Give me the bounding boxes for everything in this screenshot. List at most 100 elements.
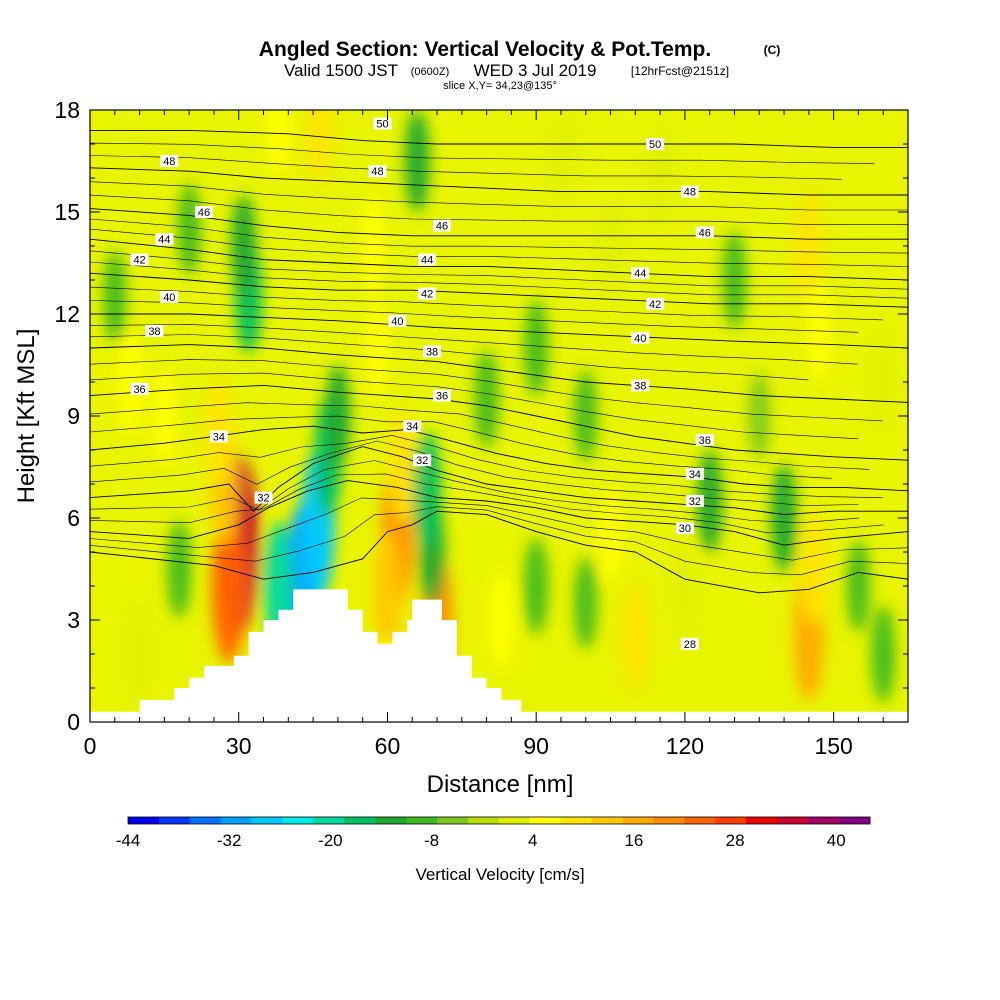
colorbar-swatch: [684, 817, 716, 824]
isentrope-line-minor: [90, 372, 859, 440]
velocity-cell: [103, 251, 127, 343]
velocity-cell: [722, 231, 747, 329]
isentrope-line: [90, 480, 908, 546]
colorbar-swatch: [189, 817, 222, 824]
isentrope-label-bg: [155, 233, 174, 246]
colorbar-swatch: [344, 817, 376, 824]
colorbar: [127, 816, 871, 825]
isentrope-label: 34: [209, 430, 228, 443]
y-tick-label: 12: [54, 301, 80, 327]
isentrope-label: 42: [130, 253, 149, 267]
velocity-cell: [846, 540, 870, 632]
isentrope-label: 48: [160, 155, 179, 168]
isentrope-label: 40: [160, 291, 179, 304]
isentrope-label-text: 42: [421, 289, 433, 301]
isentrope-label: 40: [388, 314, 407, 328]
isentrope-line: [90, 313, 908, 349]
isentrope-line-minor: [90, 359, 883, 422]
isentrope-label-bg: [254, 491, 273, 504]
isentrope-label-text: 50: [649, 139, 661, 151]
isentrope-label-bg: [631, 331, 650, 344]
velocity-cell: [622, 583, 649, 691]
velocity-cell: [265, 110, 291, 178]
isentrope-label-bg: [418, 253, 437, 266]
isentrope-line-minor: [90, 228, 908, 267]
isentrope-label-text: 38: [426, 346, 438, 358]
y-tick-label: 15: [54, 199, 80, 225]
isentrope-label: 40: [631, 331, 650, 345]
velocity-cell: [795, 192, 822, 300]
colorbar-swatch: [158, 817, 191, 824]
velocity-cell: [360, 195, 386, 297]
x-tick-label: 30: [226, 733, 252, 759]
isentrope-label-text: 34: [689, 469, 701, 481]
colorbar-ticks: -44 -32 -20 -8 4 16 28 40: [116, 831, 846, 850]
velocity-cell: [388, 410, 416, 524]
isentrope-line-minor: [90, 435, 883, 498]
isentrope-label: 32: [685, 495, 704, 508]
isentrope-lines: [90, 129, 908, 594]
chart-title: Angled Section: Vertical Velocity & Pot.…: [259, 38, 711, 61]
isentrope-label-text: 32: [416, 455, 428, 467]
isentrope-label: 38: [145, 325, 164, 338]
x-tick-label: 0: [84, 733, 97, 759]
isentrope-line: [90, 384, 908, 461]
isentrope-label-bg: [680, 637, 699, 650]
isentrope-label: 42: [646, 297, 665, 311]
colorbar-tick-label: -32: [217, 831, 242, 850]
isentrope-label-text: 44: [634, 268, 646, 280]
colorbar-frame: [127, 816, 871, 825]
colorbar-swatch: [529, 817, 562, 824]
isentrope-label-text: 46: [699, 227, 711, 239]
isentrope-label-bg: [631, 267, 650, 280]
velocity-cell: [771, 464, 798, 572]
isentrope-label: 38: [423, 345, 442, 358]
x-tick-label: 150: [814, 733, 852, 759]
velocity-cell: [872, 338, 895, 426]
isentrope-label: 46: [432, 219, 451, 233]
isentrope-label-text: 48: [684, 187, 696, 199]
isentrope-label-bg: [695, 226, 714, 239]
isentrope-line-minor: [90, 460, 859, 524]
isentrope-label-text: 40: [634, 333, 646, 345]
isentrope-line-minor: [90, 181, 908, 211]
isentrope-label: 36: [695, 433, 714, 447]
isentrope-line-minor: [90, 300, 859, 333]
isentrope-label-bg: [209, 430, 228, 443]
isentrope-line-minor: [90, 415, 832, 479]
isentrope-label-bg: [432, 389, 451, 402]
isentrope-label-bg: [373, 117, 392, 130]
x-tick-label: 120: [666, 733, 704, 759]
isentrope-label: 44: [155, 233, 174, 246]
isentrope-label-text: 46: [436, 221, 448, 233]
velocity-cell: [673, 540, 697, 632]
isentrope-label-bg: [368, 165, 387, 178]
isentrope-label-text: 38: [634, 380, 646, 392]
velocity-cell: [177, 183, 201, 275]
colorbar-swatch: [591, 817, 623, 824]
isentrope-label-text: 42: [649, 299, 661, 311]
colorbar-swatch: [653, 817, 685, 824]
terrain: [90, 589, 908, 722]
colorbar-swatch: [808, 817, 840, 824]
isentrope-label-text: 38: [148, 326, 160, 338]
isentrope-line-minor: [90, 440, 859, 506]
isentrope-line-minor: [90, 324, 858, 365]
isentrope-label-bg: [403, 420, 422, 433]
subtitle-zulu: (0600Z): [411, 66, 450, 78]
velocity-cell: [599, 200, 623, 292]
isentrope-label-bg: [685, 495, 704, 507]
isentrope-line: [90, 425, 908, 492]
colorbar-swatch: [622, 817, 654, 824]
colorbar-tick-label: -8: [424, 831, 439, 850]
isentrope-label: 48: [368, 165, 387, 178]
isentrope-line-minor: [90, 506, 908, 576]
isentrope-label-bg: [675, 522, 694, 535]
isentrope-label: 42: [418, 287, 437, 301]
isentrope-label-text: 36: [699, 435, 711, 447]
isentrope-label: 30: [675, 522, 694, 535]
isentrope-label-text: 44: [158, 234, 170, 246]
isentrope-label-bg: [695, 433, 714, 446]
